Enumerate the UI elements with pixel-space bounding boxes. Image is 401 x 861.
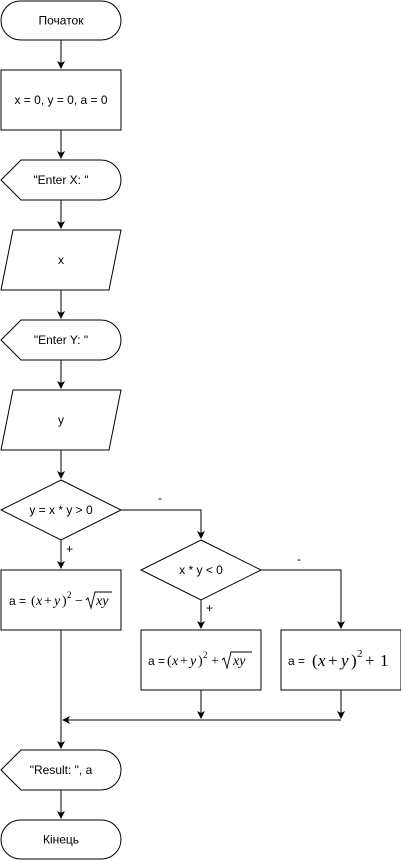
display-enter-y: "Enter Y: ": [0, 319, 122, 361]
init-label: x = 0, y = 0, a = 0: [14, 93, 107, 107]
svg-text:+: +: [180, 654, 188, 669]
input-y-label: y: [58, 413, 64, 427]
edge-label-d1-yes: +: [66, 542, 73, 556]
input-x-label: x: [58, 253, 64, 267]
svg-text:xy: xy: [95, 594, 109, 609]
edge-label-d2-no: -: [297, 552, 301, 566]
svg-text:y: y: [339, 651, 349, 670]
svg-text:y: y: [188, 654, 197, 669]
svg-text:2: 2: [357, 648, 363, 660]
decision-1: y = x * y > 0: [0, 479, 123, 541]
svg-text:−: −: [75, 594, 83, 609]
svg-text:2: 2: [67, 590, 72, 600]
svg-text:(: (: [167, 654, 172, 669]
input-x: x: [0, 229, 122, 291]
svg-text:x: x: [35, 594, 43, 609]
display-result-label: "Result: ", a: [30, 763, 93, 777]
edge-label-d2-yes: +: [206, 601, 213, 615]
edge-decision1-no: [121, 509, 205, 539]
init-process: x = 0, y = 0, a = 0: [0, 69, 122, 131]
decision-1-label: y = x * y > 0: [29, 503, 93, 517]
svg-text:+: +: [211, 654, 219, 669]
svg-text:xy: xy: [232, 654, 246, 669]
svg-text:x: x: [171, 654, 179, 669]
assign-2-process: a = ( x + y ) 2 + xy: [140, 629, 262, 691]
svg-text:(: (: [31, 594, 36, 609]
svg-text:x: x: [317, 651, 326, 670]
svg-text:+: +: [328, 651, 338, 670]
start-label: Початок: [39, 14, 85, 28]
svg-text:y: y: [52, 594, 61, 609]
svg-text:2: 2: [203, 650, 208, 660]
start-terminal: Початок: [0, 0, 122, 41]
display-enter-x-label: "Enter X: ": [33, 173, 88, 187]
svg-text:): ): [198, 654, 203, 669]
svg-text:+: +: [365, 651, 375, 670]
assign-1-prefix: a =: [9, 594, 26, 608]
assign-3-formula: ( x + y ) 2 + 1: [312, 648, 389, 670]
svg-text:+: +: [44, 594, 52, 609]
end-label: Кінець: [43, 833, 79, 847]
svg-text:): ): [351, 651, 357, 670]
decision-2-label: x * y < 0: [179, 563, 223, 577]
svg-text:): ): [62, 594, 67, 609]
display-enter-y-label: "Enter Y: ": [34, 333, 88, 347]
assign-1-formula: ( x + y ) 2 − xy: [31, 590, 112, 610]
decision-2: x * y < 0: [139, 539, 263, 601]
svg-text:(: (: [312, 651, 318, 670]
input-y: y: [0, 389, 122, 451]
assign-1-process: a = ( x + y ) 2 − xy: [0, 569, 122, 631]
edge-decision2-no: [261, 569, 345, 629]
assign-3-prefix: a =: [288, 654, 305, 668]
display-enter-x: "Enter X: ": [0, 159, 122, 201]
svg-text:1: 1: [380, 651, 389, 670]
edges: [57, 40, 345, 819]
assign-2-prefix: a =: [148, 654, 165, 668]
end-terminal: Кінець: [0, 819, 122, 860]
assign-3-process: a = ( x + y ) 2 + 1: [280, 629, 401, 691]
assign-2-formula: ( x + y ) 2 + xy: [167, 650, 252, 670]
sqrt-icon: [221, 651, 252, 670]
edge-label-d1-no: -: [158, 491, 162, 505]
sqrt-icon: [85, 591, 112, 610]
display-result: "Result: ", a: [0, 749, 122, 791]
